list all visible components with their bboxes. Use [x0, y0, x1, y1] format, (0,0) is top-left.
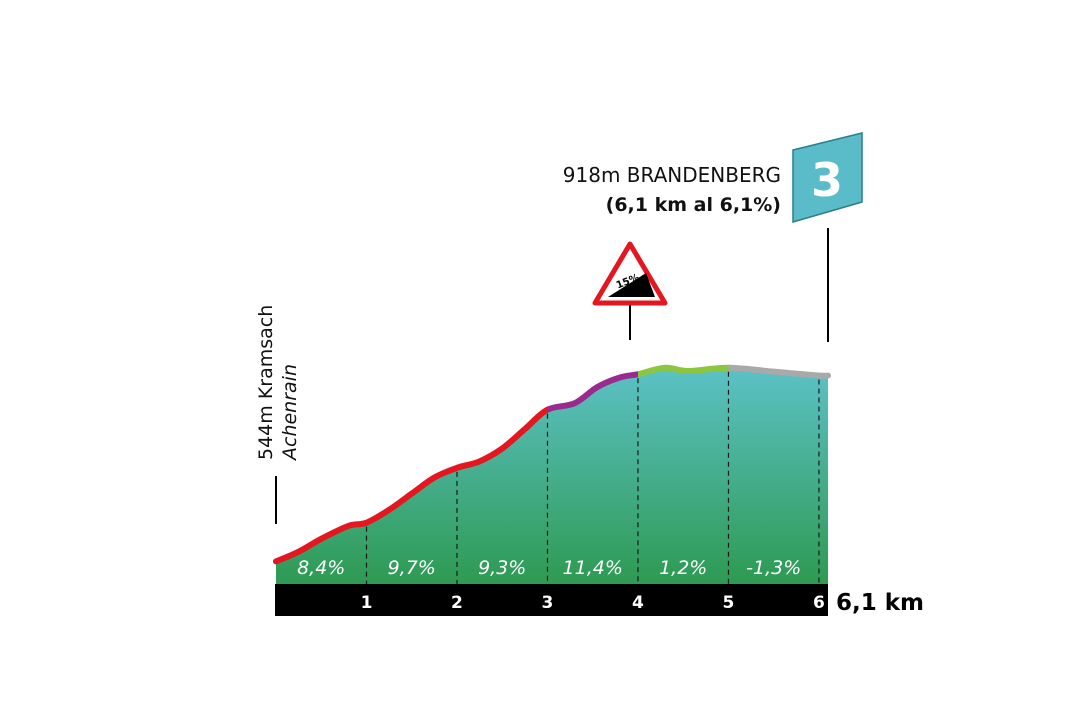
- summit-label: 918m BRANDENBERG: [563, 163, 781, 187]
- gradient-label: 11,4%: [563, 557, 623, 579]
- steep-warning-sign-icon: 15%: [592, 241, 668, 306]
- km-tick-label: 3: [542, 593, 554, 613]
- profile-area: [276, 367, 828, 584]
- total-distance: 6,1 km: [836, 590, 924, 616]
- category-number: 3: [811, 153, 843, 207]
- km-tick-label: 1: [361, 593, 373, 613]
- profile-segment-line: [456, 406, 548, 471]
- profile-lines: [273, 364, 831, 565]
- profile-segment-line: [637, 364, 729, 378]
- start-label: 544m Kramsach: [255, 305, 277, 460]
- km-dividers: [365, 371, 820, 584]
- km-tick-label: 6: [813, 593, 825, 613]
- gradient-label: -1,3%: [746, 557, 801, 579]
- gradient-label: 9,7%: [388, 557, 436, 579]
- distance-bar: [275, 584, 828, 616]
- summit-detail: (6,1 km al 6,1%): [606, 194, 781, 216]
- start-sublabel: Achenrain: [279, 364, 301, 462]
- gradient-labels: 8,4% 9,7% 9,3% 11,4% 1,2% -1,3%: [297, 557, 801, 579]
- km-tick-label: 5: [723, 593, 735, 613]
- km-tick-label: 2: [451, 593, 463, 613]
- gradient-label: 1,2%: [659, 557, 707, 579]
- km-tick-label: 4: [632, 593, 644, 613]
- gradient-label: 9,3%: [478, 557, 526, 579]
- category-flag: [792, 132, 863, 223]
- profile-segment-line: [273, 519, 367, 565]
- km-labels: 1 2 3 4 5 6: [361, 593, 825, 613]
- gradient-label: 8,4%: [297, 557, 345, 579]
